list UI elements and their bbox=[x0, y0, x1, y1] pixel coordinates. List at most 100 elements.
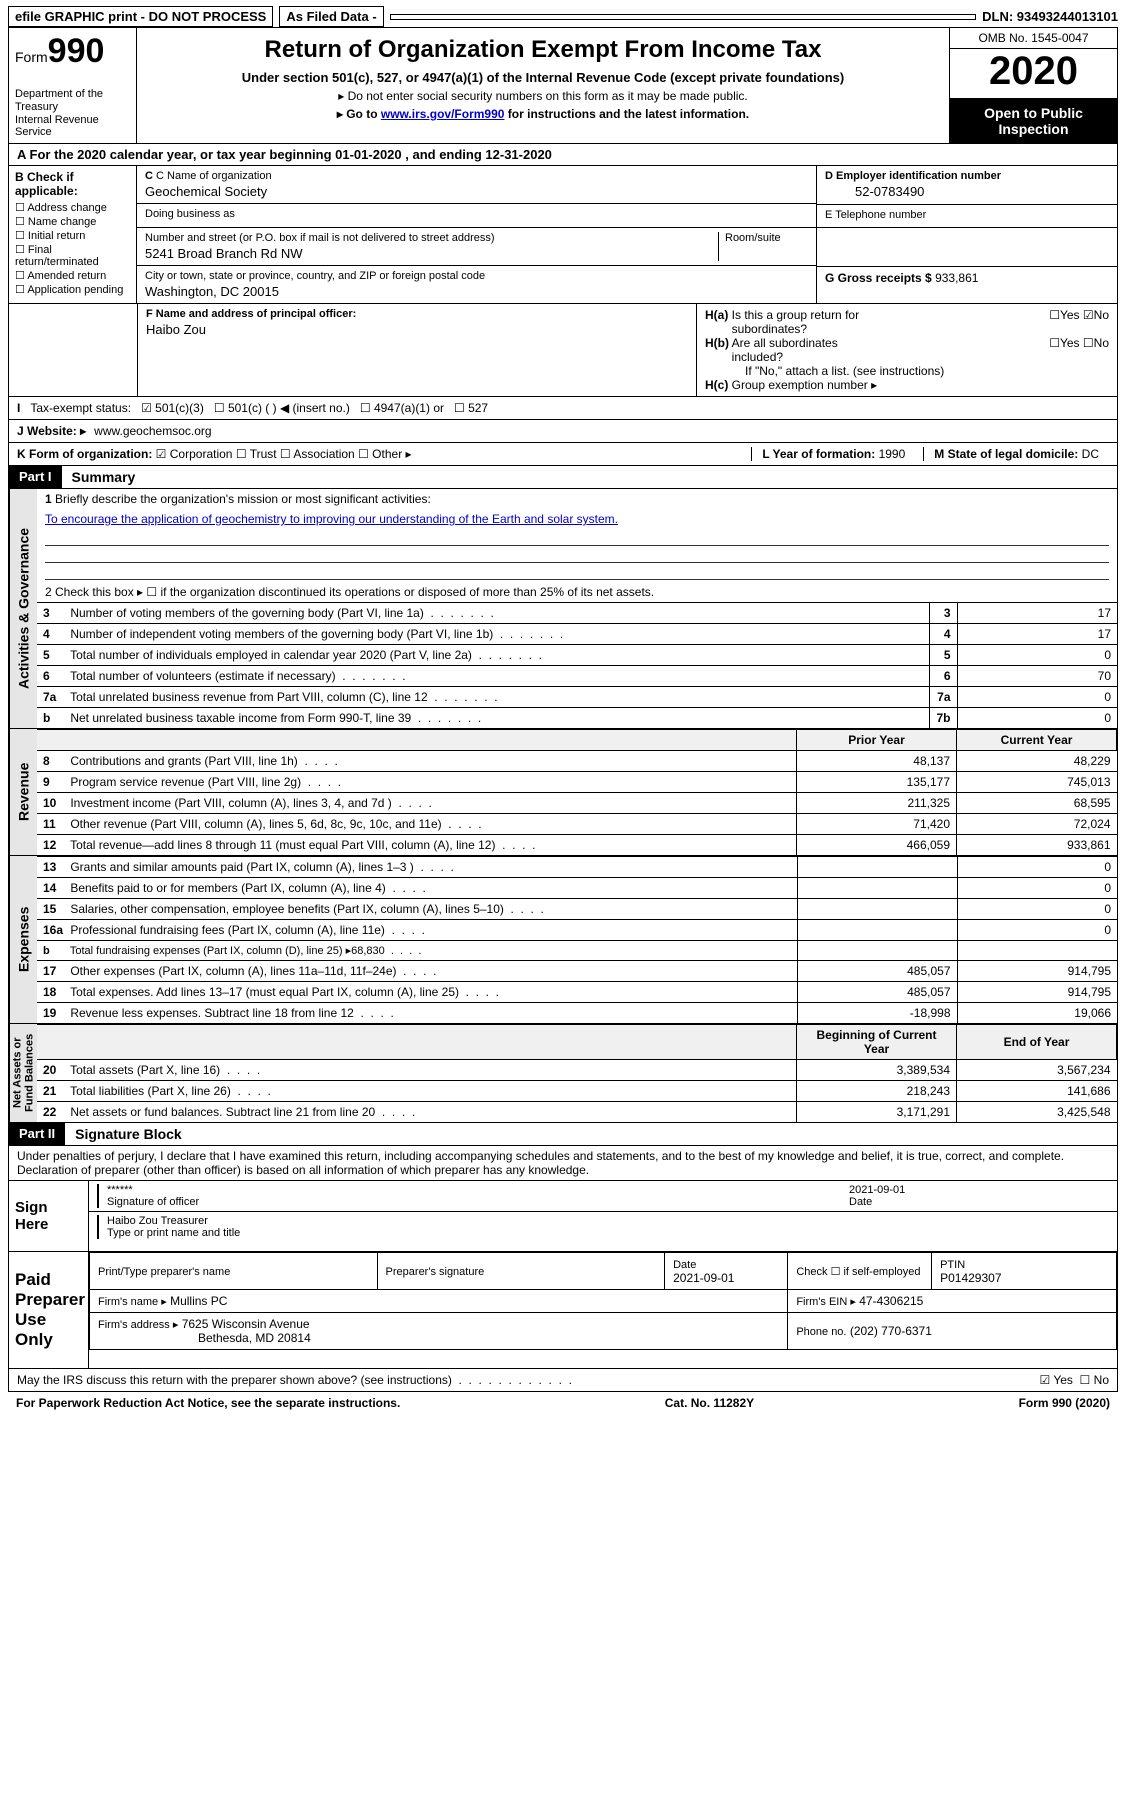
cell-e-blank bbox=[817, 228, 1117, 266]
sig-redacted: ****** bbox=[107, 1184, 849, 1196]
beg-year-hdr: Beginning of Current Year bbox=[797, 1025, 957, 1060]
gov-table: 3 Number of voting members of the govern… bbox=[37, 602, 1117, 728]
perjury-text: Under penalties of perjury, I declare th… bbox=[8, 1146, 1118, 1181]
blank-line-3 bbox=[45, 565, 1109, 580]
netassets-block: Net Assets orFund Balances Beginning of … bbox=[8, 1024, 1118, 1123]
chk-4947[interactable]: ☐ 4947(a)(1) or bbox=[360, 401, 444, 415]
table-row: 11 Other revenue (Part VIII, column (A),… bbox=[37, 814, 1117, 835]
prep-h1: Print/Type preparer's name bbox=[98, 1266, 230, 1278]
table-row: 19 Revenue less expenses. Subtract line … bbox=[37, 1003, 1117, 1024]
chk-527[interactable]: ☐ 527 bbox=[454, 401, 488, 415]
f-lbl: F Name and address of principal officer: bbox=[146, 308, 356, 320]
prep-h5: PTIN bbox=[940, 1259, 965, 1271]
table-row: 4 Number of independent voting members o… bbox=[37, 624, 1117, 645]
cell-street: Number and street (or P.O. box if mail i… bbox=[137, 228, 817, 266]
asfiled-label: As Filed Data - bbox=[279, 6, 383, 27]
prep-h2: Preparer's signature bbox=[386, 1266, 485, 1278]
table-row: 12 Total revenue—add lines 8 through 11 … bbox=[37, 835, 1117, 856]
part1-header: Part I Summary bbox=[8, 466, 1118, 489]
chk-final-return[interactable]: Final return/terminated bbox=[15, 243, 130, 268]
table-row: 13 Grants and similar amounts paid (Part… bbox=[37, 857, 1117, 878]
chk-501c3[interactable]: ☑ 501(c)(3) bbox=[141, 401, 204, 415]
sign-here-label: Sign Here bbox=[9, 1181, 89, 1251]
ssn-note: ▸ Do not enter social security numbers o… bbox=[143, 89, 943, 103]
chk-other[interactable]: ☐ Other ▸ bbox=[358, 447, 411, 461]
prep-h3: Date bbox=[673, 1259, 696, 1271]
cell-c-name: C C Name of organization Geochemical Soc… bbox=[137, 166, 817, 204]
g-lbl: G Gross receipts $ bbox=[825, 271, 932, 285]
blank-line-1 bbox=[45, 531, 1109, 546]
row-a-tax-year: A For the 2020 calendar year, or tax yea… bbox=[8, 144, 1118, 166]
preparer-table: Print/Type preparer's name Preparer's si… bbox=[89, 1252, 1117, 1350]
chk-501c[interactable]: ☐ 501(c) ( ) ◀ (insert no.) bbox=[214, 401, 350, 415]
ein-value: 52-0783490 bbox=[825, 184, 1109, 199]
cell-g-receipts: G Gross receipts $ 933,861 bbox=[817, 266, 1117, 303]
table-row: b Total fundraising expenses (Part IX, c… bbox=[37, 941, 1117, 961]
entity-block: B Check if applicable: Address change Na… bbox=[8, 166, 1118, 304]
ein-lbl: Firm's EIN ▸ bbox=[796, 1296, 856, 1308]
vtab-netassets: Net Assets orFund Balances bbox=[9, 1024, 37, 1122]
part1-title: Summary bbox=[62, 466, 146, 488]
table-row: 17 Other expenses (Part IX, column (A), … bbox=[37, 961, 1117, 982]
line-2-discontinued: 2 Check this box ▸ ☐ if the organization… bbox=[37, 582, 1117, 602]
officer-name: Haibo Zou bbox=[146, 322, 688, 337]
addr-lbl: Firm's address ▸ bbox=[98, 1319, 178, 1331]
ha-answer[interactable]: ☐Yes ☑No bbox=[1049, 308, 1109, 336]
page-footer: For Paperwork Reduction Act Notice, see … bbox=[8, 1392, 1118, 1414]
col-b-checkboxes: B Check if applicable: Address change Na… bbox=[9, 166, 137, 303]
cell-f-officer: F Name and address of principal officer:… bbox=[137, 304, 697, 396]
open-to-public: Open to Public Inspection bbox=[950, 99, 1117, 143]
goto-pre: ▸ Go to bbox=[337, 107, 381, 121]
vtab-activities: Activities & Governance bbox=[9, 489, 37, 728]
m-lbl: M State of legal domicile: bbox=[934, 447, 1078, 461]
expenses-table: 13 Grants and similar amounts paid (Part… bbox=[37, 856, 1117, 1023]
chk-assoc[interactable]: ☐ Association bbox=[280, 447, 355, 461]
col-b-header: B Check if applicable: bbox=[15, 170, 130, 198]
table-row: 10 Investment income (Part VIII, column … bbox=[37, 793, 1117, 814]
footer-right: Form 990 (2020) bbox=[1019, 1396, 1110, 1410]
chk-corp[interactable]: ☑ Corporation bbox=[156, 447, 233, 461]
firm-lbl: Firm's name ▸ bbox=[98, 1296, 167, 1308]
blank-line-2 bbox=[45, 548, 1109, 563]
asfiled-blank bbox=[390, 14, 976, 20]
sig-date-lbl: Date bbox=[849, 1196, 1109, 1208]
chk-address-change[interactable]: Address change bbox=[15, 201, 130, 214]
chk-application-pending[interactable]: Application pending bbox=[15, 283, 130, 296]
sig-officer-lbl: Signature of officer bbox=[107, 1196, 849, 1208]
prep-h4[interactable]: Check ☐ if self-employed bbox=[796, 1266, 920, 1278]
table-row: 3 Number of voting members of the govern… bbox=[37, 603, 1117, 624]
j-lbl: J Website: ▸ bbox=[17, 424, 86, 438]
row-k-l-m: K Form of organization: ☑ Corporation ☐ … bbox=[8, 443, 1118, 466]
current-year-hdr: Current Year bbox=[957, 730, 1117, 751]
part2-tag: Part II bbox=[9, 1123, 65, 1145]
chk-name-change[interactable]: Name change bbox=[15, 215, 130, 228]
city-lbl: City or town, state or province, country… bbox=[145, 270, 808, 282]
year-formation: 1990 bbox=[879, 447, 906, 461]
goto-note: ▸ Go to www.irs.gov/Form990 for instruct… bbox=[143, 107, 943, 121]
discuss-answer[interactable]: ☑ Yes ☐ No bbox=[1039, 1373, 1109, 1387]
end-year-hdr: End of Year bbox=[957, 1025, 1117, 1060]
cell-h-group: H(a) Is this a group return for subordin… bbox=[697, 304, 1117, 396]
form-prefix: Form bbox=[15, 49, 48, 65]
website-value: www.geochemsoc.org bbox=[94, 424, 211, 438]
row-i-tax-status: I Tax-exempt status: ☑ 501(c)(3) ☐ 501(c… bbox=[8, 397, 1118, 420]
activities-governance-block: Activities & Governance 1 Briefly descri… bbox=[8, 489, 1118, 729]
irs-link[interactable]: www.irs.gov/Form990 bbox=[381, 107, 505, 121]
gross-receipts: 933,861 bbox=[935, 271, 978, 285]
paid-preparer-block: Paid Preparer Use Only Print/Type prepar… bbox=[8, 1252, 1118, 1369]
table-row: 14 Benefits paid to or for members (Part… bbox=[37, 878, 1117, 899]
chk-trust[interactable]: ☐ Trust bbox=[236, 447, 277, 461]
room-lbl: Room/suite bbox=[725, 232, 808, 244]
table-row: 16a Professional fundraising fees (Part … bbox=[37, 920, 1117, 941]
chk-initial-return[interactable]: Initial return bbox=[15, 229, 130, 242]
hb-answer[interactable]: ☐Yes ☐No bbox=[1049, 336, 1109, 364]
dba-lbl: Doing business as bbox=[145, 208, 808, 220]
part1-tag: Part I bbox=[9, 466, 62, 488]
l-lbl: L Year of formation: bbox=[762, 447, 875, 461]
f-h-block: F Name and address of principal officer:… bbox=[8, 304, 1118, 397]
chk-amended-return[interactable]: Amended return bbox=[15, 269, 130, 282]
mission-lbl: Briefly describe the organization's miss… bbox=[55, 492, 431, 506]
footer-left: For Paperwork Reduction Act Notice, see … bbox=[16, 1396, 400, 1410]
prep-date: 2021-09-01 bbox=[673, 1271, 734, 1285]
k-lbl: K Form of organization: bbox=[17, 447, 152, 461]
